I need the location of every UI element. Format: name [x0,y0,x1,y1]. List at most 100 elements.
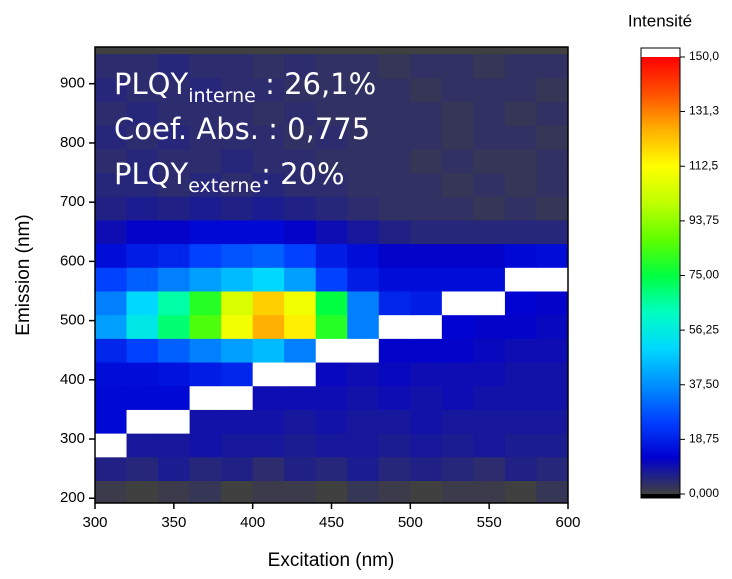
heatmap-cell [158,196,191,221]
heatmap-cell [473,219,506,245]
heatmap-cell [221,314,254,339]
heatmap-cell [473,243,506,268]
heatmap-cell [252,480,285,503]
x-tick-label: 600 [555,514,580,531]
heatmap-cell [315,338,348,363]
heatmap-cell [95,267,128,292]
heatmap-cell [536,54,568,79]
heatmap-cell [95,290,128,316]
heatmap-cell [441,172,474,197]
colorbar-under [641,494,680,498]
heatmap-cell [315,362,348,387]
heatmap-cell [504,385,537,410]
x-tick-label: 300 [82,514,107,531]
heatmap-cell [536,172,568,197]
heatmap-cell [441,385,474,410]
heatmap-cell [378,409,411,434]
heatmap-cell [284,433,317,458]
heatmap-cell [378,456,411,481]
heatmap-cell [221,433,254,458]
heatmap-cell [95,362,128,387]
heatmap-cell [473,314,506,339]
heatmap-cell [126,480,159,503]
heatmap-cell [441,456,474,481]
heatmap-cell [410,290,443,316]
heatmap-cell [221,148,254,174]
heatmap-cell [252,196,285,221]
heatmap-cell [410,243,443,268]
heatmap-cell [158,77,191,102]
heatmap-cell [315,54,348,79]
heatmap-cell [410,267,443,292]
heatmap-cell [347,456,380,481]
colorbar-over [641,48,680,57]
heatmap-cell [347,196,380,221]
heatmap-cell [189,219,222,245]
y-tick-label: 500 [60,312,85,329]
heatmap-cell [347,314,380,339]
heatmap-cell [315,77,348,102]
heatmap-cell [95,219,128,245]
heatmap-cell [536,480,568,503]
heatmap-cell [504,148,537,174]
heatmap-cell [315,125,348,150]
heatmap-cell [126,148,159,174]
heatmap-cell [473,409,506,434]
heatmap-cell [347,480,380,503]
heatmap-cell [284,148,317,174]
heatmap-cell [315,409,348,434]
heatmap-cell [252,267,285,292]
heatmap-cell [315,456,348,481]
heatmap-cell [158,219,191,245]
heatmap-cell [410,409,443,434]
heatmap-cell [95,172,128,197]
heatmap-cell [378,480,411,503]
heatmap-cell [189,243,222,268]
heatmap-cell [158,172,191,197]
heatmap-cell [347,219,380,245]
heatmap-cell [126,243,159,268]
heatmap-cell [410,101,443,126]
colorbar-tick-label: 131,3 [689,104,719,118]
heatmap-cell [378,125,411,150]
heatmap-cell [221,290,254,316]
heatmap-cell [315,314,348,339]
annotation-text: PLQY [114,67,188,101]
heatmap-cell [347,267,380,292]
heatmap-cell [315,480,348,503]
heatmap-cell [504,290,537,316]
heatmap-cell [221,243,254,268]
heatmap-cell [347,433,380,458]
heatmap-cell [284,54,317,79]
heatmap-cell [347,362,380,387]
heatmap-cell [221,338,254,363]
heatmap-cell [221,409,254,434]
heatmap-cell [95,101,128,126]
heatmap-cell [252,290,285,316]
heatmap-cell [126,409,159,434]
heatmap-cell [473,196,506,221]
heatmap-cell [473,362,506,387]
heatmap-cell [284,338,317,363]
heatmap-cell [189,409,222,434]
heatmap-cell [221,101,254,126]
heatmap-cell [378,148,411,174]
heatmap-cell [221,480,254,503]
heatmap-cell [473,338,506,363]
heatmap-cell [95,314,128,339]
heatmap-cell [284,409,317,434]
heatmap-cell [315,196,348,221]
heatmap-cell [504,338,537,363]
heatmap-cell [378,290,411,316]
heatmap-cell [473,480,506,503]
heatmap-cell [378,243,411,268]
heatmap-cell [473,54,506,79]
heatmap-cell [504,77,537,102]
x-tick-label: 400 [240,514,265,531]
heatmap-cell [473,101,506,126]
heatmap-cell [473,148,506,174]
heatmap-cell [252,362,285,387]
heatmap-cell [536,77,568,102]
heatmap-cell [315,290,348,316]
